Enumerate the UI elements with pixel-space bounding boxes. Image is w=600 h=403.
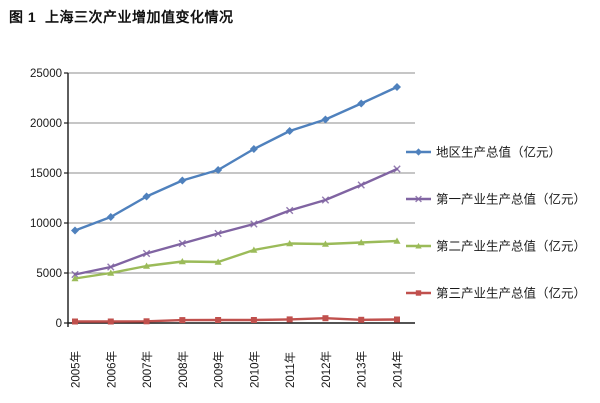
x-axis-tick-label: 2005年 (69, 351, 83, 388)
marker-square (394, 316, 400, 323)
marker-x (71, 270, 79, 279)
marker-x (214, 229, 222, 238)
legend-item-tertiary-industry: 第三产业生产总值（亿元） (406, 286, 586, 301)
marker-diamond (214, 166, 223, 174)
legend-item-primary-industry: 第一产业生产总值（亿元） (406, 192, 586, 207)
marker-square (215, 317, 222, 323)
marker-x (250, 220, 258, 228)
marker-x (415, 195, 422, 203)
series-tertiary-industry (72, 315, 400, 325)
y-axis-tick-label: 5000 (36, 268, 62, 280)
x-axis-tick-label: 2011年 (283, 352, 297, 388)
series-line-tertiary-industry (73, 317, 399, 323)
x-axis-tick-label: 2006年 (104, 351, 118, 388)
marker-x (357, 181, 365, 189)
marker-diamond (393, 83, 401, 91)
marker-triangle (250, 246, 258, 253)
marker-square (143, 318, 150, 325)
marker-square (72, 318, 78, 325)
marker-square (250, 317, 257, 323)
marker-triangle (415, 242, 422, 249)
y-axis-tick-label: 25000 (30, 68, 62, 80)
y-axis-tick-label: 20000 (30, 118, 62, 130)
marker-triangle (357, 239, 365, 246)
series-secondary-industry (71, 237, 401, 282)
x-axis-tick-label: 2008年 (176, 351, 190, 388)
marker-diamond (178, 176, 187, 185)
legend-label: 地区生产总值（亿元） (436, 145, 561, 160)
series-gdp (71, 83, 401, 235)
marker-x (178, 239, 187, 248)
marker-diamond (357, 99, 366, 108)
marker-diamond (414, 148, 423, 156)
marker-x (285, 206, 294, 215)
series-line-gdp (73, 85, 399, 232)
x-axis-tick-label: 2009年 (212, 351, 226, 388)
marker-diamond (142, 192, 151, 201)
marker-square (107, 318, 114, 325)
legend-item-gdp: 地区生产总值（亿元） (406, 145, 561, 160)
y-axis-tick-label: 0 (56, 318, 62, 330)
marker-triangle (321, 240, 329, 247)
marker-triangle (214, 258, 222, 265)
x-axis-tick-label: 2007年 (140, 351, 154, 388)
y-axis-tick-label: 15000 (30, 168, 62, 180)
x-axis-tick-label: 2012年 (319, 351, 333, 388)
marker-triangle (178, 258, 186, 265)
series-primary-industry (71, 165, 401, 279)
marker-x (321, 196, 330, 204)
marker-x (142, 249, 151, 258)
marker-diamond (321, 115, 330, 124)
legend-label: 第三产业生产总值（亿元） (436, 286, 586, 301)
marker-diamond (71, 226, 79, 235)
series-line-primary-industry (73, 167, 399, 276)
marker-square (286, 316, 293, 323)
marker-x (107, 263, 115, 271)
y-axis-tick-label: 10000 (30, 218, 62, 230)
marker-x (393, 165, 401, 173)
figure-title: 图 1 上海三次产业增加值变化情况 (9, 9, 234, 25)
marker-square (322, 315, 329, 322)
x-axis-tick-label: 2010年 (247, 351, 261, 388)
marker-square (415, 290, 422, 296)
marker-triangle (71, 275, 79, 282)
series-line-secondary-industry (73, 239, 399, 280)
legend-item-secondary-industry: 第二产业生产总值（亿元） (406, 239, 586, 254)
x-axis-tick-label: 2013年 (355, 351, 369, 388)
legend-label: 第二产业生产总值（亿元） (436, 239, 586, 254)
marker-square (358, 316, 365, 323)
marker-triangle (107, 269, 115, 276)
marker-diamond (249, 145, 258, 153)
marker-triangle (143, 262, 151, 269)
x-axis-tick-label: 2014年 (391, 351, 405, 388)
marker-triangle (393, 237, 401, 244)
marker-square (179, 317, 186, 324)
marker-diamond (106, 213, 115, 221)
marker-triangle (286, 240, 294, 247)
legend-label: 第一产业生产总值（亿元） (436, 192, 586, 207)
marker-diamond (285, 127, 294, 135)
